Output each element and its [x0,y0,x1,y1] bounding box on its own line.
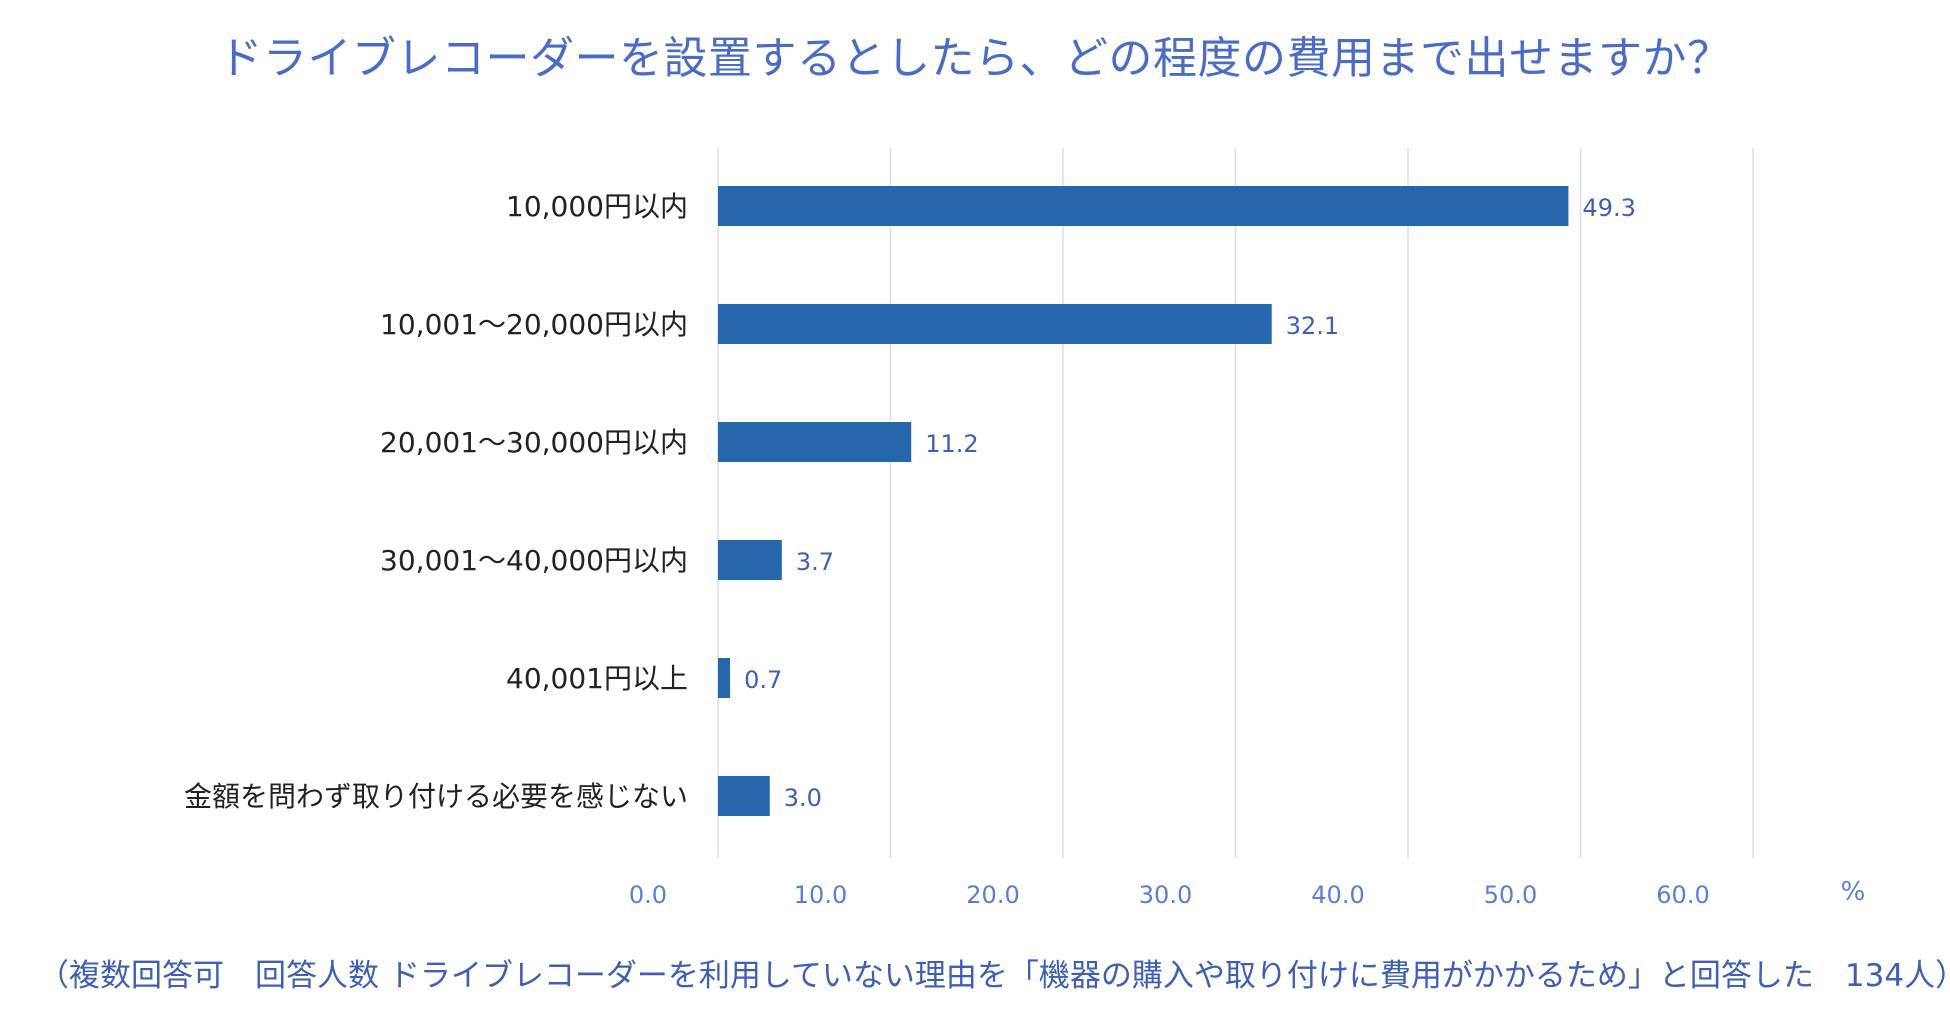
x-tick-label: 20.0 [966,881,1019,909]
category-label: 10,001～20,000円以内 [380,308,688,341]
bar [718,776,770,816]
x-tick-label: 0.0 [629,881,667,909]
category-label: 金額を問わず取り付ける必要を感じない [184,780,688,813]
x-tick-label: 50.0 [1484,881,1537,909]
data-label: 49.3 [1582,194,1635,222]
chart-title: ドライブレコーダーを設置するとしたら、どの程度の費用まで出せますか？ [218,33,1732,84]
category-label: 40,001円以上 [506,662,688,695]
bar [718,304,1272,344]
x-tick-label: 40.0 [1311,881,1364,909]
bar [718,186,1569,226]
x-tick-label: 30.0 [1139,881,1192,909]
data-label: 3.7 [796,548,834,576]
x-unit-label: % [1841,877,1866,907]
bar [718,658,731,698]
bar [718,422,912,462]
category-label: 20,001～30,000円以内 [380,426,688,459]
data-label: 0.7 [744,666,782,694]
data-label: 3.0 [784,784,822,812]
bar [718,540,782,580]
data-label: 32.1 [1286,312,1339,340]
category-label: 10,000円以内 [506,190,688,223]
data-label: 11.2 [925,430,978,458]
footnote: （複数回答可 回答人数 ドライブレコーダーを利用していない理由を「機器の購入や取… [38,958,1950,994]
x-tick-label: 60.0 [1656,881,1709,909]
x-tick-label: 10.0 [794,881,847,909]
category-label: 30,001～40,000円以内 [380,544,688,577]
